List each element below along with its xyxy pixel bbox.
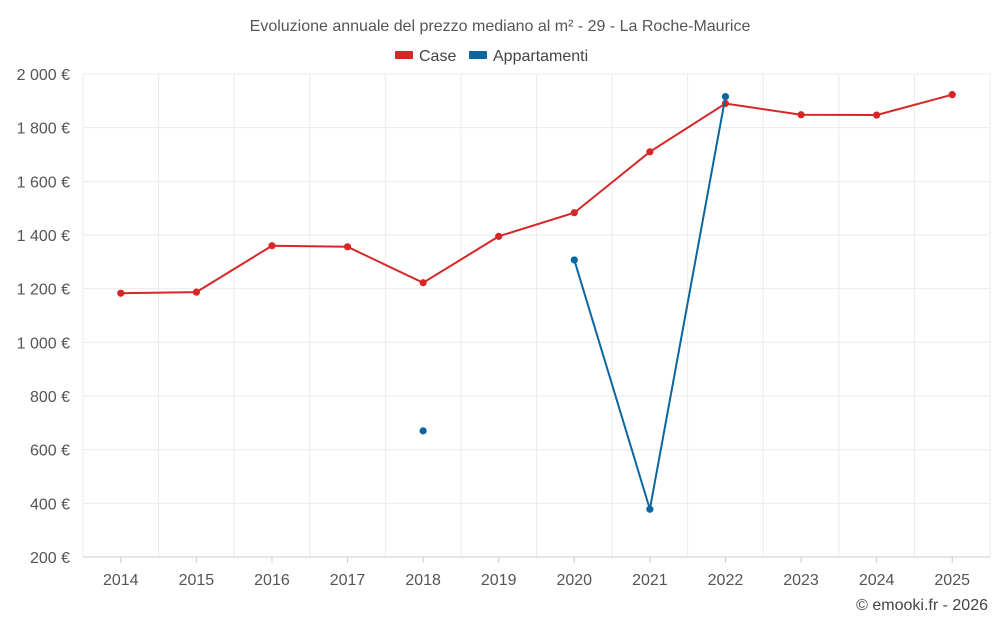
x-tick-label: 2022 (708, 572, 744, 589)
y-tick-label: 2 000 € (17, 67, 70, 84)
x-tick-label: 2025 (934, 572, 970, 589)
data-point-appartamenti[interactable] (721, 92, 730, 101)
x-tick-label: 2019 (481, 572, 517, 589)
x-tick-label: 2014 (103, 572, 139, 589)
legend: Case Appartamenti (395, 48, 588, 65)
x-tick-label: 2023 (783, 572, 819, 589)
data-point-case[interactable] (419, 279, 427, 287)
data-point-case[interactable] (268, 242, 276, 250)
y-tick-label: 1 000 € (17, 335, 70, 352)
legend-item-appartamenti[interactable]: Appartamenti (469, 48, 588, 65)
series-line-case (120, 93, 953, 295)
data-point-case[interactable] (117, 289, 125, 297)
data-point-case[interactable] (948, 91, 956, 99)
data-point-appartamenti[interactable] (646, 505, 654, 513)
axes: 200 € 400 € 600 € 800 € 1 000 € 1 200 € 1 400 … (17, 67, 990, 589)
y-tick-label: 1 400 € (17, 228, 70, 245)
credit-text: © emooki.fr - 2026 (856, 597, 988, 614)
data-point-case[interactable] (873, 111, 881, 119)
series-appartamenti (419, 92, 730, 513)
data-point-case[interactable] (192, 288, 200, 296)
y-tick-label: 600 € (30, 443, 70, 460)
legend-swatch-case (395, 51, 413, 59)
data-point-case[interactable] (343, 243, 352, 251)
y-tick-label: 1 600 € (17, 174, 70, 191)
legend-label-appartamenti: Appartamenti (493, 48, 588, 65)
y-tick-label: 1 800 € (17, 121, 70, 138)
series-line-appartamenti (573, 96, 727, 510)
grid (82, 73, 991, 558)
y-tick-label: 1 200 € (17, 282, 70, 299)
legend-item-case[interactable]: Case (395, 48, 456, 65)
y-tick-label: 800 € (30, 389, 70, 406)
chart-title: Evoluzione annuale del prezzo mediano al… (250, 18, 751, 35)
y-tick-label: 200 € (30, 550, 70, 567)
legend-label-case: Case (419, 48, 456, 65)
x-tick-label: 2024 (859, 572, 895, 589)
data-point-case[interactable] (797, 111, 805, 119)
data-point-case[interactable] (646, 148, 654, 156)
series (117, 91, 956, 513)
series-case (117, 91, 956, 297)
x-tick-label: 2021 (632, 572, 668, 589)
data-point-case[interactable] (495, 232, 503, 240)
x-tick-label: 2020 (556, 572, 592, 589)
x-tick-label: 2016 (254, 572, 290, 589)
x-tick-label: 2017 (330, 572, 366, 589)
y-tick-label: 400 € (30, 496, 70, 513)
data-point-appartamenti[interactable] (570, 256, 578, 264)
data-point-case[interactable] (570, 209, 578, 217)
x-tick-label: 2018 (405, 572, 441, 589)
x-tick-label: 2015 (179, 572, 215, 589)
legend-swatch-appartamenti (469, 51, 487, 59)
data-point-appartamenti[interactable] (419, 427, 427, 435)
